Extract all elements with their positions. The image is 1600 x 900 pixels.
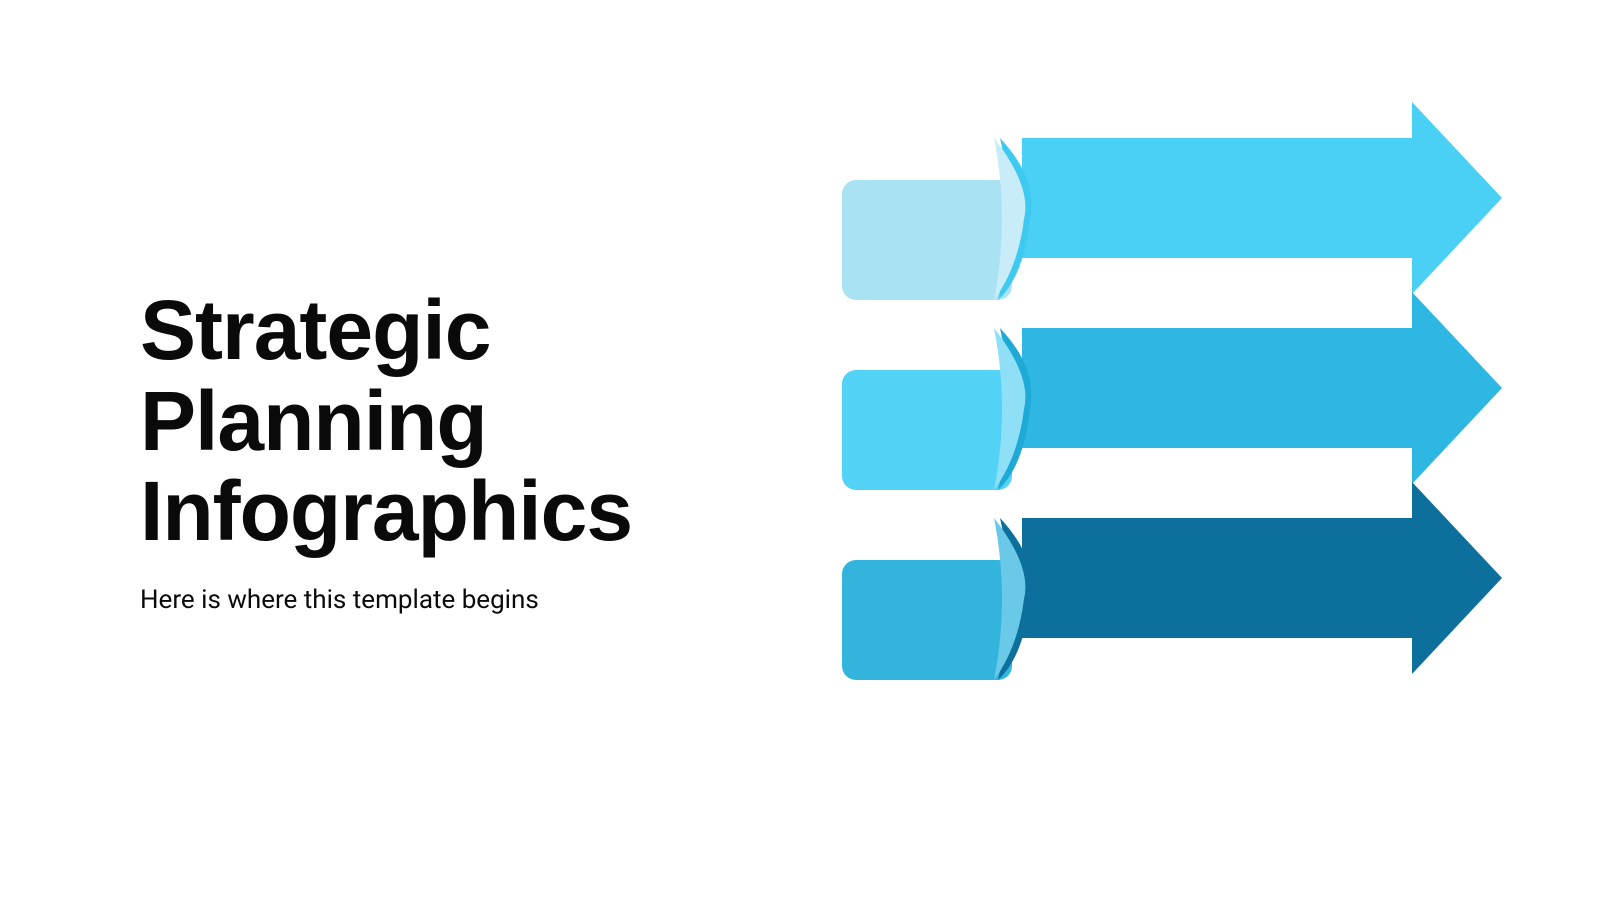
- title-line-3: Infographics: [140, 464, 632, 558]
- slide-subtitle: Here is where this template begins: [140, 585, 812, 615]
- ribbon-arrow-1: [842, 102, 1502, 300]
- title-line-2: Planning: [140, 374, 487, 468]
- ribbon-arrow-2: [842, 292, 1502, 490]
- ribbon-arrow-3: [842, 482, 1502, 680]
- slide-title: Strategic Planning Infographics: [140, 285, 812, 557]
- slide: Strategic Planning Infographics Here is …: [0, 0, 1600, 900]
- ribbon-arrows-icon: [832, 0, 1600, 900]
- graphic-column: [832, 0, 1600, 900]
- text-column: Strategic Planning Infographics Here is …: [0, 285, 832, 615]
- title-line-1: Strategic: [140, 283, 490, 377]
